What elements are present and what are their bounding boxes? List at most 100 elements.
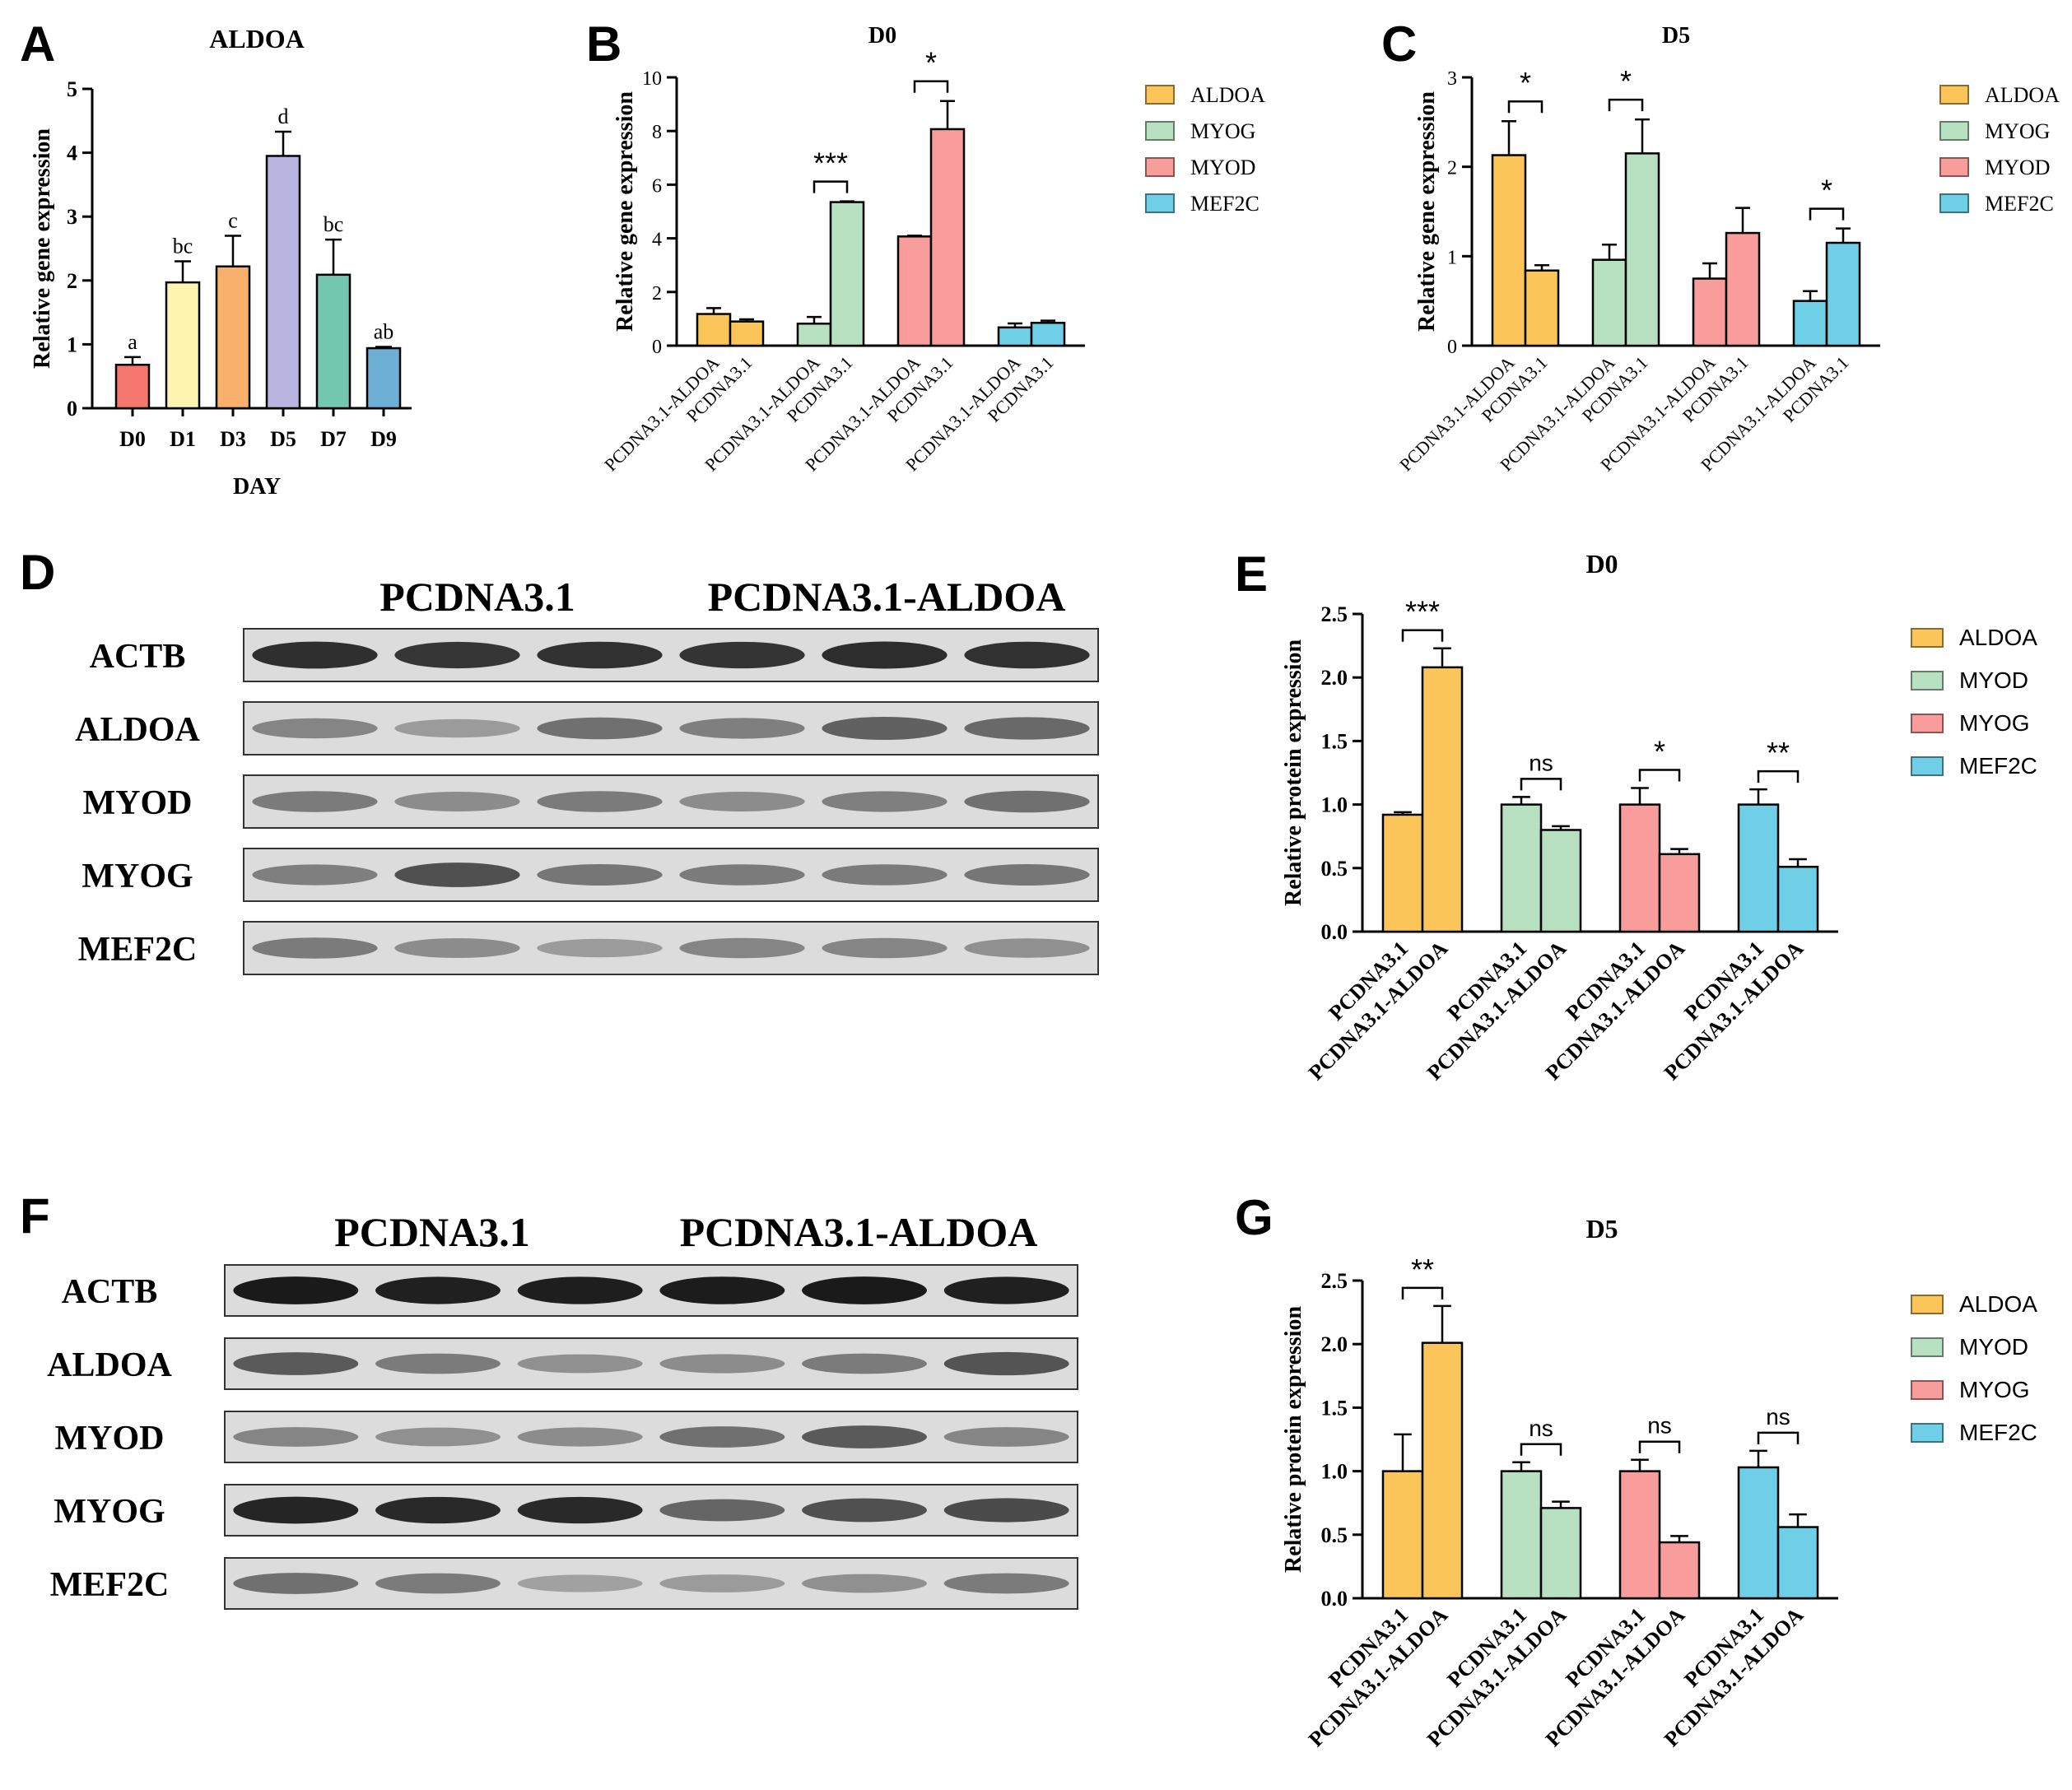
blot-band <box>802 1574 927 1593</box>
significance-label: *** <box>1405 595 1440 629</box>
legend-label: MEF2C <box>1959 1420 2037 1445</box>
blot-band <box>802 1353 927 1374</box>
bar-myod-0 <box>1500 803 1543 933</box>
blot-band <box>822 641 948 669</box>
blot-band <box>394 862 520 887</box>
legend-label: ALDOA <box>1959 625 2037 650</box>
y-tick-label: 3 <box>1447 68 1457 90</box>
y-tick-label: 1.0 <box>1321 1460 1348 1484</box>
bar-myod-1 <box>1539 1507 1582 1600</box>
blot-band <box>802 1425 927 1448</box>
bar-myog-1 <box>1658 1541 1701 1600</box>
y-tick-label: 2.5 <box>1321 602 1348 626</box>
blot-band <box>537 791 663 812</box>
blot-band <box>943 1573 1069 1594</box>
blot-band <box>233 1496 359 1524</box>
bar-myog-0 <box>796 323 832 347</box>
blot-band <box>375 1496 501 1524</box>
significance-label: *** <box>813 146 848 180</box>
bar-myog-0 <box>1618 803 1661 933</box>
y-tick-label: 2 <box>652 283 662 305</box>
y-tick-label: 1.5 <box>1321 1396 1348 1420</box>
blot-band <box>943 1276 1069 1304</box>
blot-row-label: MYOD <box>83 784 193 822</box>
x-axis-label: DAY <box>233 474 281 500</box>
legend-label: MYOG <box>1985 119 2050 143</box>
panel-d-western-blot: D PCDNA3.1 PCDNA3.1-ALDOA ACTB ALDOA MYOD MYOG… <box>20 545 1099 975</box>
group-label: PCDNA3.1-ALDOA <box>708 574 1066 620</box>
bar-d9 <box>366 346 402 410</box>
group-label: PCDNA3.1 <box>379 574 575 620</box>
blot-band <box>679 792 805 811</box>
significance-label: * <box>1520 66 1531 100</box>
blot-band <box>659 1354 785 1374</box>
legend-swatch <box>1911 1380 1944 1400</box>
bar-myog-0 <box>1618 1470 1661 1600</box>
bar-aldoa-0 <box>1491 154 1527 347</box>
bar-mef2c-0 <box>1737 803 1780 933</box>
legend-label: MEF2C <box>1959 753 2037 779</box>
significance-bracket <box>813 180 849 193</box>
y-tick-label: 4 <box>67 142 77 165</box>
group-label: PCDNA3.1 <box>334 1209 529 1255</box>
panel-letter: C <box>1381 16 1417 72</box>
bar-d1 <box>165 281 201 410</box>
chart-title: ALDOA <box>209 24 305 53</box>
blot-band <box>537 863 663 886</box>
category-label: D3 <box>220 427 246 451</box>
y-tick-label: 2 <box>1447 158 1457 179</box>
blot-band <box>233 1276 359 1304</box>
y-tick-label: 0.5 <box>1321 1523 1348 1547</box>
blot-strip <box>224 1411 1078 1463</box>
blot-band <box>659 1499 785 1522</box>
legend-label: MYOD <box>1190 156 1255 179</box>
significance-label: ns <box>1766 1404 1790 1430</box>
blot-row-label: MYOD <box>55 1420 165 1458</box>
significance-bracket <box>1757 769 1800 783</box>
y-tick-label: 0 <box>652 337 662 358</box>
blot-row-label: ALDOA <box>47 1346 172 1384</box>
blot-band <box>679 937 805 959</box>
bar-mef2c-1 <box>1030 322 1066 347</box>
blot-band <box>517 1574 643 1592</box>
bar-d5 <box>265 155 301 410</box>
blot-band <box>679 641 805 669</box>
legend-label: MYOG <box>1959 710 2030 736</box>
category-label: D7 <box>320 427 347 451</box>
y-tick-label: 5 <box>67 77 77 101</box>
blot-band <box>375 1573 501 1594</box>
blot-band <box>233 1573 359 1594</box>
blot-band <box>537 938 663 958</box>
blot-band <box>537 641 663 669</box>
y-axis-label: Relative protein expression <box>1281 1306 1306 1573</box>
legend-swatch <box>1911 1295 1944 1314</box>
legend-label: ALDOA <box>1959 1291 2037 1317</box>
significance-label: ** <box>1767 736 1790 769</box>
blot-band <box>233 1427 359 1447</box>
blot-band <box>252 937 378 959</box>
legend-label: MYOD <box>1959 667 2028 693</box>
legend-label: MYOG <box>1190 119 1255 143</box>
blot-band <box>375 1353 501 1374</box>
blot-band <box>822 937 948 959</box>
bar-mef2c-1 <box>1776 1526 1819 1600</box>
y-tick-label: 3 <box>67 205 77 229</box>
blot-strip <box>243 628 1099 682</box>
y-tick-label: 0.0 <box>1321 920 1348 944</box>
significance-bracket <box>913 80 949 93</box>
panel-letter: D <box>20 545 55 600</box>
blot-band <box>822 791 948 812</box>
blot-band <box>802 1276 927 1304</box>
legend-swatch <box>1911 1337 1944 1357</box>
blot-strip <box>243 774 1099 829</box>
bar-myog-1 <box>829 201 865 347</box>
significance-label: * <box>925 46 937 80</box>
bar-d7 <box>315 273 352 410</box>
legend-label: MYOD <box>1985 156 2050 179</box>
blot-band <box>964 717 1090 740</box>
bar-myod-1 <box>1539 829 1582 933</box>
significance-bracket <box>1638 1440 1681 1453</box>
panel-g-chart: G 0.0 0.5 1.0 1.5 2.0 2.5 Relative protein expr… <box>1235 1190 2037 1751</box>
